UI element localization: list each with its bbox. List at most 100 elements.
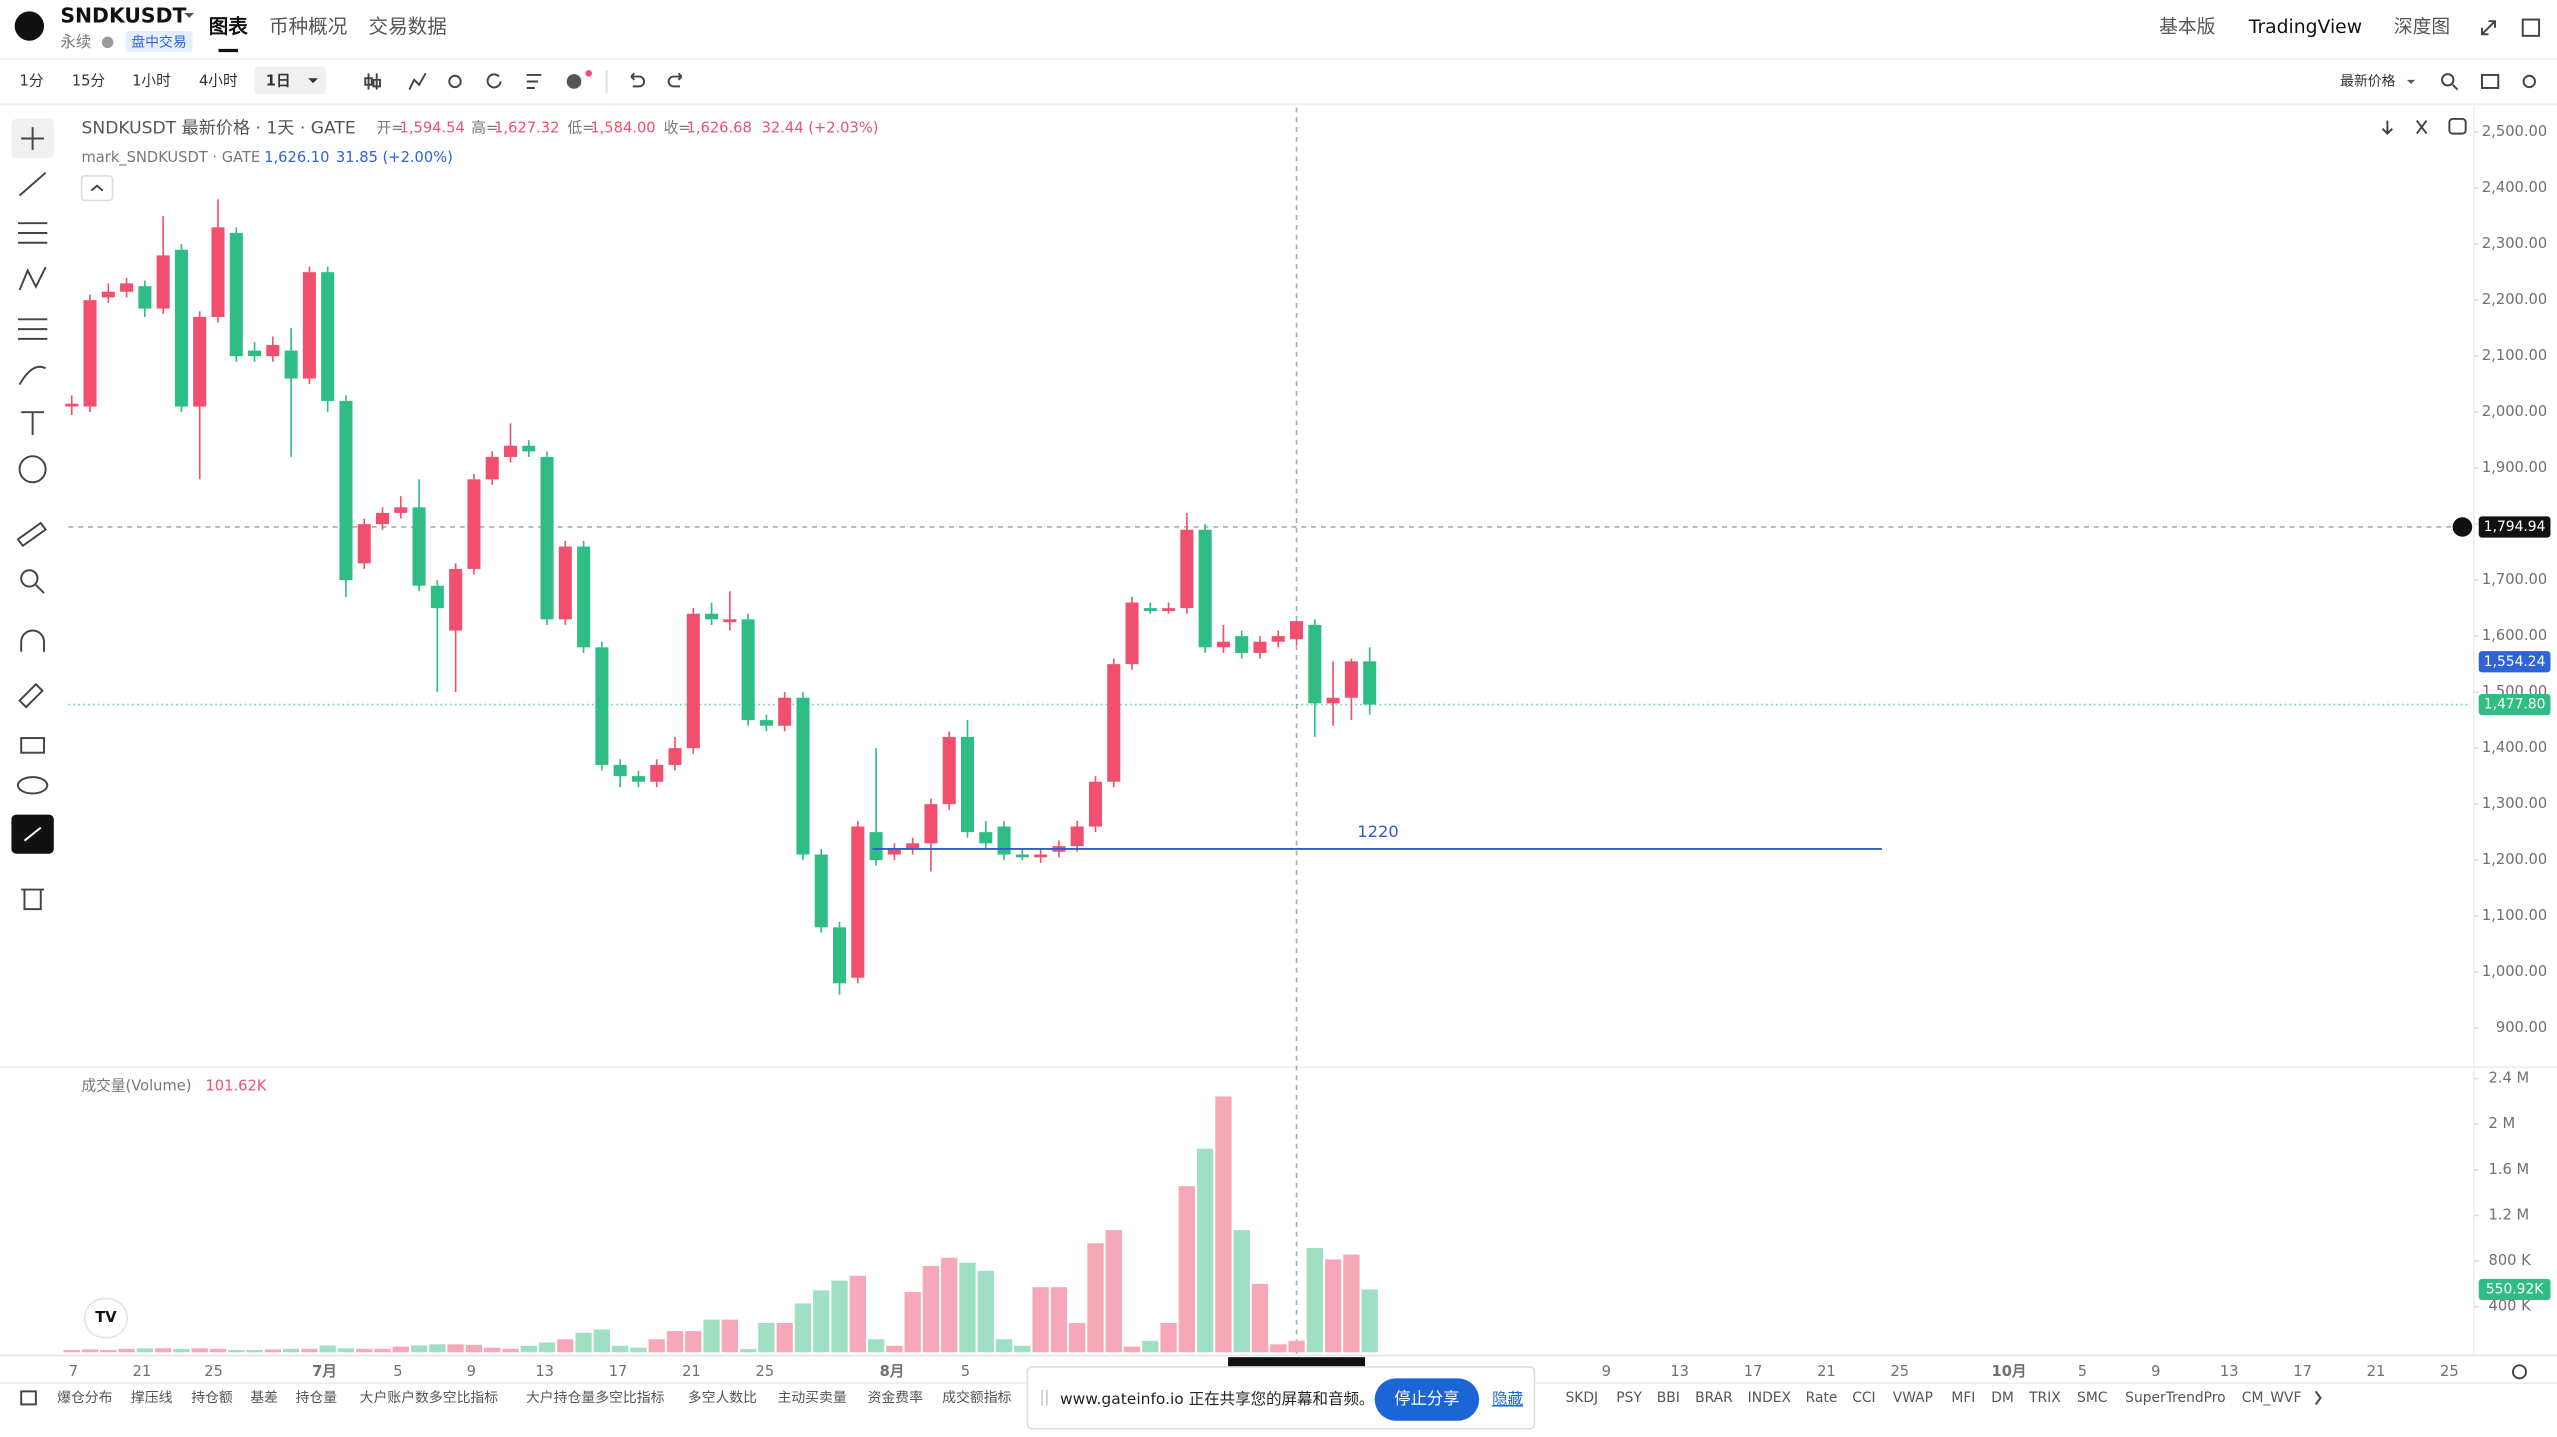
indicator-tab[interactable]: 主动买卖量 <box>777 1390 846 1406</box>
candle-body <box>887 848 901 855</box>
indicator-tab[interactable]: VWAP <box>1893 1390 1933 1406</box>
volume-bar <box>721 1319 739 1353</box>
candle-body <box>156 255 170 309</box>
notification-dot <box>585 70 592 77</box>
indicator-icon[interactable] <box>20 1390 37 1406</box>
y-tick-label: 1,400.00 <box>2482 739 2547 756</box>
window-icon[interactable] <box>2521 18 2541 37</box>
interval-dropdown[interactable] <box>308 78 318 84</box>
candle-body <box>193 316 207 407</box>
toolbar-icons[interactable] <box>364 70 683 93</box>
candle-body <box>83 300 97 407</box>
indicator-tab[interactable]: 撑压线 <box>131 1390 173 1406</box>
x-tick-label: 25 <box>204 1363 223 1380</box>
x-tick-label: 10月 <box>1992 1363 2027 1380</box>
indicator-tab[interactable]: BBI <box>1657 1390 1680 1406</box>
candle-body <box>686 613 700 749</box>
indicator-tab[interactable]: 大户账户数多空比指标 <box>360 1389 499 1406</box>
volume-bar <box>831 1280 848 1353</box>
volume-bar <box>264 1349 281 1353</box>
volume-bar <box>1251 1283 1269 1353</box>
volume-bar <box>776 1322 793 1353</box>
indicator-tab[interactable]: Rate <box>1806 1390 1838 1406</box>
tab[interactable]: 图表 <box>209 15 249 38</box>
indicator-tab[interactable]: BRAR <box>1695 1390 1733 1406</box>
indicator-scroll[interactable] <box>2314 1390 2322 1406</box>
indicator-tab[interactable]: PSY <box>1616 1390 1642 1406</box>
candle-body <box>522 445 536 452</box>
expand-icon[interactable] <box>2481 20 2497 36</box>
symbol-dropdown[interactable] <box>184 13 195 18</box>
volume-bar <box>63 1349 80 1353</box>
low-value: 1,584.00 <box>590 120 655 137</box>
hide-link[interactable]: 隐藏 <box>1492 1390 1523 1408</box>
drag-handle[interactable] <box>1041 1389 1048 1407</box>
indicator-tab[interactable]: 大户持仓量多空比指标 <box>526 1389 665 1406</box>
volume-bar <box>1142 1340 1159 1353</box>
tab[interactable]: 币种概况 <box>269 15 347 38</box>
interval[interactable]: 1分 <box>20 72 44 89</box>
volume-bar <box>886 1345 903 1353</box>
y-tick-label: 1,900.00 <box>2482 459 2547 476</box>
indicator-tab[interactable]: 资金费率 <box>868 1389 924 1406</box>
indicator-tab[interactable]: 持仓额 <box>191 1390 233 1406</box>
view-tab[interactable]: 基本版 <box>2159 17 2215 38</box>
y-tick-label: 2,100.00 <box>2482 347 2547 364</box>
drawing-tools[interactable] <box>11 118 54 911</box>
indicator-tab[interactable]: SuperTrendPro <box>2125 1390 2225 1406</box>
indicator-tab[interactable]: MFI <box>1951 1390 1975 1406</box>
share-popup: www.gateinfo.io 正在共享您的屏幕和音频。 停止分享 隐藏 <box>1026 1366 1536 1430</box>
volume-bar <box>703 1319 720 1353</box>
interval[interactable]: 1小时 <box>132 72 171 89</box>
price-mode-dropdown[interactable] <box>2406 79 2416 84</box>
popup-message: www.gateinfo.io 正在共享您的屏幕和音频。 <box>1060 1390 1374 1408</box>
indicator-tab[interactable]: DM <box>1991 1390 2014 1406</box>
toolbar-right-icons[interactable] <box>2441 73 2536 91</box>
indicator-tab[interactable]: 多空人数比 <box>688 1389 757 1406</box>
indicator-tab[interactable]: CM_WVF <box>2242 1390 2302 1406</box>
mark-legend: mark_SNDKUSDT · GATE 1,626.10 31.85 (+2.… <box>82 149 453 166</box>
volume-bar <box>977 1270 994 1353</box>
interval[interactable]: 4小时 <box>199 72 238 89</box>
candle-body <box>211 227 225 317</box>
stop-button[interactable] <box>1374 1378 1480 1421</box>
indicator-tab[interactable]: 持仓量 <box>296 1390 338 1406</box>
volume-bar <box>1361 1289 1378 1353</box>
chart-corner-icons[interactable] <box>2381 117 2467 135</box>
candle-body <box>1271 636 1285 642</box>
price-label: 1,554.24 <box>2484 654 2546 670</box>
volume-bar <box>758 1322 775 1353</box>
candle-body <box>1125 602 1139 665</box>
indicator-tab[interactable]: CCI <box>1852 1390 1875 1406</box>
settings-icon[interactable] <box>2511 1364 2527 1380</box>
indicator-tab[interactable]: 基差 <box>250 1389 278 1406</box>
indicator-tab[interactable]: 成交额指标 <box>942 1389 1011 1406</box>
indicator-tab[interactable]: SMC <box>2077 1390 2107 1406</box>
indicator-tab[interactable]: SKDJ <box>1566 1390 1599 1406</box>
candle-body <box>960 736 975 833</box>
volume-bar <box>1105 1230 1122 1353</box>
symbol[interactable]: SNDKUSDT <box>60 3 186 27</box>
y-tick-label: 900.00 <box>2496 1019 2547 1036</box>
candle-body <box>430 585 444 609</box>
mark-change: 31.85 (+2.00%) <box>336 149 453 166</box>
interval[interactable]: 15分 <box>72 72 106 89</box>
indicator-tab[interactable]: INDEX <box>1748 1390 1792 1406</box>
collapse-button[interactable] <box>80 175 114 202</box>
mark-title: mark_SNDKUSDT · GATE <box>82 149 261 166</box>
crosshair-add-icon[interactable] <box>2452 517 2473 537</box>
interval[interactable]: 1日 <box>266 72 291 89</box>
stop-label[interactable]: 停止分享 <box>1394 1389 1459 1408</box>
x-tick-label: 21 <box>133 1363 152 1380</box>
volume-bar <box>959 1262 976 1353</box>
view-tab[interactable]: 深度图 <box>2394 17 2450 38</box>
volume-bar <box>228 1349 245 1353</box>
price-mode[interactable]: 最新价格 <box>2340 73 2396 89</box>
tab[interactable]: 交易数据 <box>369 15 447 38</box>
info-icon[interactable] <box>101 36 114 49</box>
x-tick-label: 25 <box>755 1363 774 1380</box>
indicator-tab[interactable]: TRIX <box>2028 1390 2061 1406</box>
view-tab[interactable]: TradingView <box>2248 17 2362 38</box>
indicator-tab[interactable]: 爆仓分布 <box>57 1390 113 1406</box>
